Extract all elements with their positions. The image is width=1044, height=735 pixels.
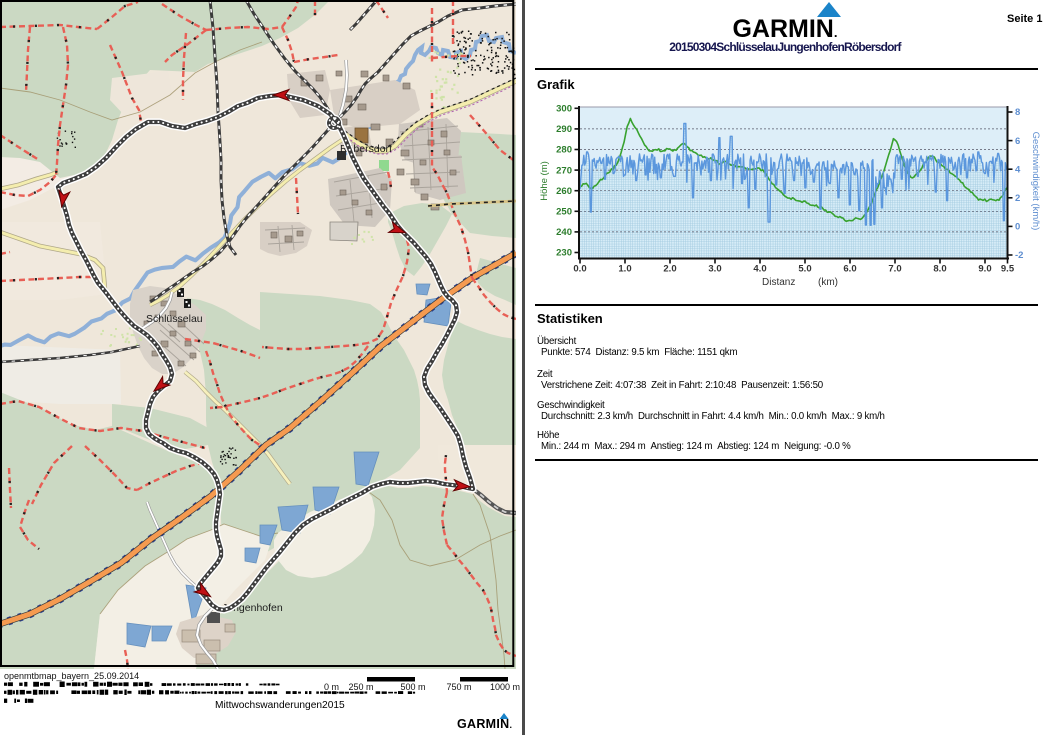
svg-text:9.5: 9.5: [1001, 264, 1015, 275]
svg-text:5.0: 5.0: [798, 264, 811, 275]
svg-text:2: 2: [1015, 193, 1020, 204]
svg-text:0.0: 0.0: [573, 264, 586, 275]
svg-text:3.0: 3.0: [708, 264, 721, 275]
svg-text:260: 260: [556, 186, 572, 197]
svg-text:6.0: 6.0: [843, 264, 856, 275]
svg-text:(km): (km): [818, 277, 838, 288]
svg-text:270: 270: [556, 165, 572, 176]
svg-text:8: 8: [1015, 107, 1020, 118]
svg-text:230: 230: [556, 248, 572, 259]
svg-text:Schlüsselau: Schlüsselau: [146, 313, 203, 325]
svg-text:240: 240: [556, 227, 572, 238]
svg-text:-2: -2: [1015, 250, 1023, 261]
svg-text:9.0: 9.0: [978, 264, 991, 275]
svg-text:300: 300: [556, 104, 572, 115]
svg-text:Geschwindigkeit (km/h): Geschwindigkeit (km/h): [1030, 132, 1041, 231]
svg-text:8.0: 8.0: [933, 264, 946, 275]
svg-text:0: 0: [1015, 222, 1020, 233]
svg-text:6: 6: [1015, 136, 1020, 147]
svg-text:250: 250: [556, 207, 572, 218]
svg-text:7.0: 7.0: [888, 264, 901, 275]
svg-text:4: 4: [1015, 164, 1021, 175]
svg-text:Distanz: Distanz: [762, 277, 795, 288]
svg-text:2.0: 2.0: [663, 264, 676, 275]
svg-text:1.0: 1.0: [618, 264, 631, 275]
svg-text:4.0: 4.0: [753, 264, 766, 275]
svg-text:290: 290: [556, 124, 572, 135]
svg-text:Höhe (m): Höhe (m): [539, 161, 550, 201]
svg-text:280: 280: [556, 145, 572, 156]
